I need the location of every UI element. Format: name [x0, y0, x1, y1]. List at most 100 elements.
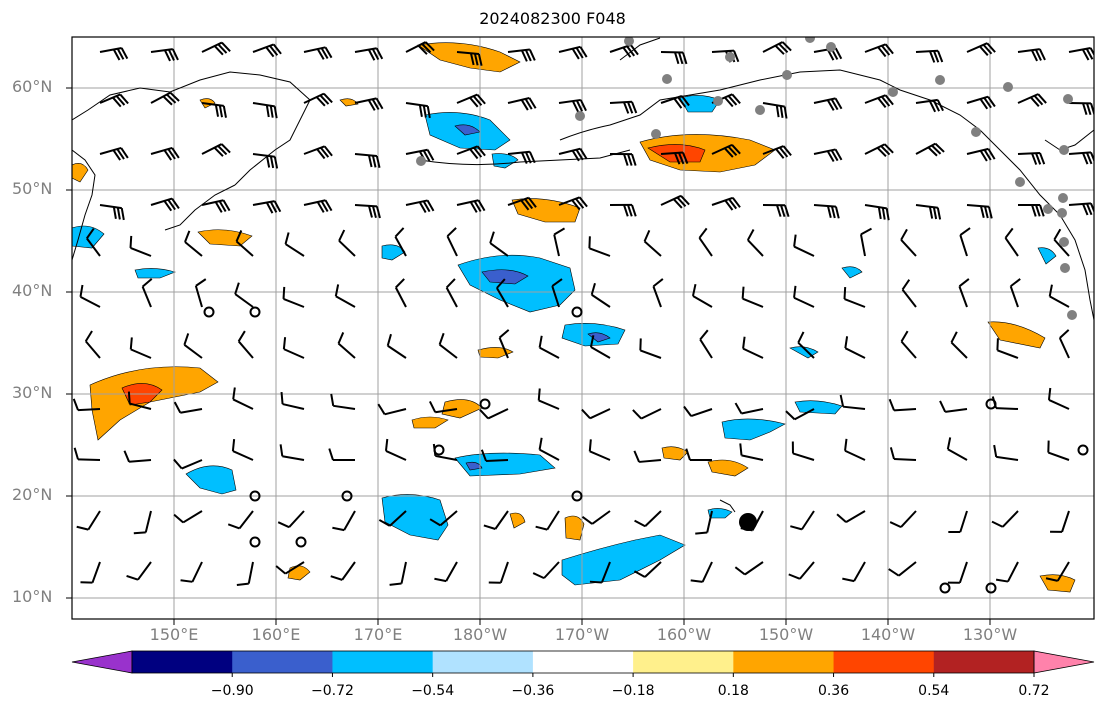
wind-barb — [389, 561, 407, 586]
wind-barb — [429, 401, 458, 414]
wind-barb — [332, 510, 356, 532]
wind-barb — [438, 332, 458, 359]
wind-barb — [127, 391, 152, 410]
wind-barb — [227, 510, 254, 530]
calm-wind-circle — [939, 582, 951, 594]
lon-label-160e: 160°E — [251, 625, 301, 644]
wind-barb — [900, 228, 917, 257]
wind-barb — [888, 398, 917, 412]
wind-barb — [889, 447, 917, 461]
wind-barb — [507, 48, 536, 62]
wind-barb — [788, 561, 815, 580]
wind-barb — [844, 336, 866, 359]
colorbar-swatch — [132, 651, 233, 673]
station-marker-grey — [888, 87, 898, 97]
wind-barb — [86, 227, 101, 257]
wind-barb — [734, 402, 764, 415]
wind-barb — [277, 510, 305, 529]
wind-barb — [915, 142, 945, 157]
wind-barb — [1047, 387, 1070, 410]
wind-barb — [581, 408, 611, 420]
wind-barb — [813, 97, 843, 111]
wind-barb — [235, 230, 254, 257]
wind-barb — [201, 199, 231, 213]
wind-barb — [699, 329, 713, 359]
wind-barb — [813, 204, 840, 219]
wind-barb — [946, 437, 968, 461]
wind-barb — [99, 47, 129, 61]
wind-barb — [691, 284, 713, 308]
wind-barb — [303, 46, 333, 60]
colorbar-tick-label: 0.18 — [717, 683, 749, 699]
wind-barb — [275, 561, 305, 575]
wind-barb — [793, 285, 815, 308]
wind-barb — [634, 510, 662, 528]
lat-label-40n: 40°N — [12, 281, 53, 300]
wind-barb — [558, 196, 588, 211]
wind-barb — [141, 278, 153, 308]
station-marker-grey — [1043, 204, 1053, 214]
wind-barb — [711, 143, 741, 158]
station-marker-grey — [713, 96, 723, 106]
wind-barb — [1017, 151, 1046, 165]
wind-barb — [588, 236, 611, 257]
lon-label-130w: 130°W — [962, 625, 1018, 644]
calm-wind-circle — [295, 536, 307, 548]
wind-barb — [282, 286, 305, 308]
station-marker-grey — [1060, 263, 1070, 273]
wind-barb — [1068, 102, 1094, 116]
colorbar-tick-label: −0.90 — [210, 683, 254, 699]
wind-barb — [698, 227, 713, 257]
wind-barb — [337, 332, 356, 359]
wind-barb — [839, 394, 866, 410]
wind-barb — [609, 153, 637, 166]
colorbar-swatch — [232, 651, 333, 673]
wind-barb — [99, 204, 125, 221]
lat-label-20n: 20°N — [12, 485, 53, 504]
wind-barb — [507, 96, 537, 111]
wind-barb — [538, 437, 560, 461]
wind-barb — [488, 561, 509, 584]
station-marker-grey — [1059, 237, 1069, 247]
wind-barb — [405, 199, 435, 213]
wind-barb — [901, 279, 917, 308]
wind-barb — [129, 235, 152, 257]
colorbar-tick-label: 0.36 — [817, 683, 850, 699]
wind-barb — [762, 102, 788, 119]
wind-barb — [864, 143, 894, 158]
wind-barb — [785, 408, 815, 421]
wind-barb — [1050, 510, 1070, 533]
wind-barb — [123, 450, 152, 463]
wind-barb — [538, 335, 560, 359]
wind-barb — [915, 49, 944, 63]
wind-barb — [888, 561, 917, 577]
wind-barb — [864, 204, 890, 221]
wind-barb — [201, 143, 231, 157]
wind-barb — [284, 232, 305, 257]
wind-barb — [734, 561, 764, 576]
station-marker-grey — [971, 127, 981, 137]
grid-lines — [72, 37, 1094, 619]
colorbar-tick-label: −0.18 — [611, 683, 655, 699]
wind-barb — [394, 227, 407, 257]
wind-barb — [660, 51, 688, 65]
wind-barb — [1058, 329, 1070, 359]
wind-barb — [643, 229, 662, 257]
wind-barb — [558, 45, 588, 60]
wind-barb — [354, 47, 384, 61]
wind-barb — [150, 48, 179, 62]
lat-label-50n: 50°N — [12, 179, 53, 198]
wind-barb — [446, 227, 458, 257]
wind-barb — [742, 336, 764, 359]
wind-barb — [581, 510, 611, 525]
lon-label-160w: 160°W — [656, 625, 712, 644]
calm-wind-circle — [985, 398, 997, 410]
wind-barb — [84, 330, 101, 359]
calm-wind-circle — [249, 306, 261, 318]
wind-barb — [126, 561, 152, 581]
wind-barb — [456, 93, 486, 108]
wind-barb — [129, 337, 152, 359]
wind-barb — [589, 335, 611, 359]
station-markers — [203, 37, 1089, 594]
wind-barb — [639, 338, 662, 359]
